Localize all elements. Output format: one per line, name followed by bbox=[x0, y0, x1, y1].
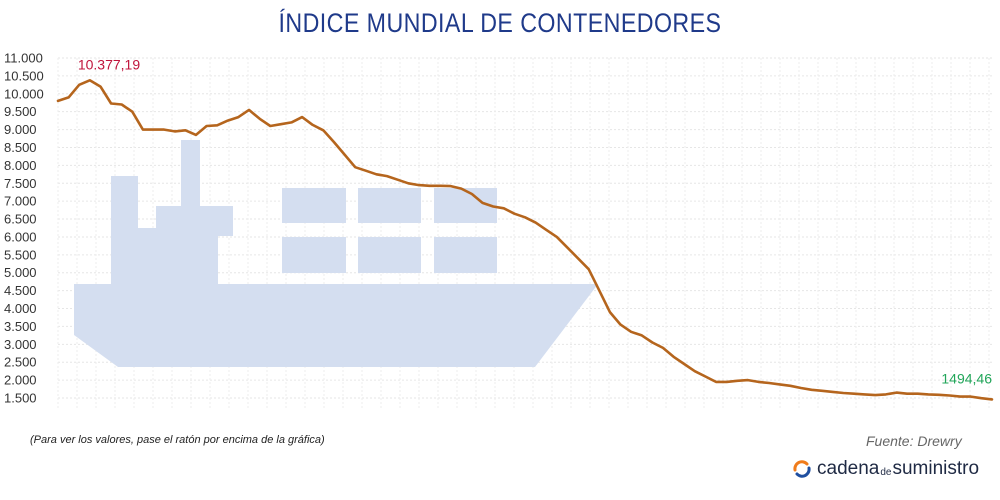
y-tick-label: 2.000 bbox=[4, 373, 37, 388]
container bbox=[282, 237, 346, 273]
logo-word-suministro: suministro bbox=[892, 458, 980, 479]
logo-word-cadena: cadena bbox=[817, 458, 880, 479]
y-tick-label: 1.500 bbox=[4, 391, 37, 406]
series-line[interactable] bbox=[56, 79, 994, 401]
y-tick-label: 6.000 bbox=[4, 229, 37, 244]
hover-note: (Para ver los valores, pase el ratón por… bbox=[30, 434, 325, 446]
y-tick-label: 7.000 bbox=[4, 194, 37, 209]
ship-cabin-low bbox=[137, 228, 157, 286]
y-tick-label: 8.500 bbox=[4, 140, 37, 155]
y-tick-label: 9.500 bbox=[4, 104, 37, 119]
y-tick-label: 7.500 bbox=[4, 176, 37, 191]
brand-logo: cadena de suministro bbox=[792, 456, 979, 482]
chart-title: ÍNDICE MUNDIAL DE CONTENEDORES bbox=[278, 8, 722, 38]
ship-bridge bbox=[199, 206, 233, 236]
start-value-label: 10.377,19 bbox=[78, 56, 140, 72]
ship-smokestack-left bbox=[111, 176, 138, 286]
y-tick-label: 9.000 bbox=[4, 122, 37, 137]
y-tick-label: 5.000 bbox=[4, 265, 37, 280]
y-tick-label: 4.500 bbox=[4, 283, 37, 298]
logo-word-de: de bbox=[880, 466, 892, 478]
y-tick-label: 3.000 bbox=[4, 337, 37, 352]
end-value-label: 1494,46 bbox=[941, 370, 992, 386]
container bbox=[358, 188, 421, 223]
ship-smokestack-tall bbox=[181, 140, 200, 286]
y-axis-ticks: 11.000 10.500 10.000 9.500 9.000 8.500 8.000 7.… bbox=[4, 51, 44, 406]
y-tick-label: 11.000 bbox=[4, 51, 43, 66]
ship-bridge-base bbox=[199, 235, 218, 286]
container bbox=[434, 237, 497, 273]
y-tick-label: 8.000 bbox=[4, 158, 37, 173]
source-label: Fuente: Drewry bbox=[866, 433, 962, 449]
y-tick-label: 5.500 bbox=[4, 247, 37, 262]
ship-cabin-mid bbox=[156, 206, 182, 286]
y-tick-label: 4.000 bbox=[4, 301, 37, 316]
container bbox=[282, 188, 346, 223]
ship-hull bbox=[74, 284, 598, 367]
ship-illustration bbox=[74, 140, 598, 367]
y-tick-label: 10.500 bbox=[4, 68, 44, 83]
logo-swirl-icon bbox=[793, 460, 811, 478]
y-tick-label: 6.500 bbox=[4, 212, 37, 227]
y-tick-label: 2.500 bbox=[4, 355, 37, 370]
y-tick-label: 3.500 bbox=[4, 319, 37, 334]
container bbox=[358, 237, 421, 273]
y-tick-label: 10.000 bbox=[4, 86, 44, 101]
